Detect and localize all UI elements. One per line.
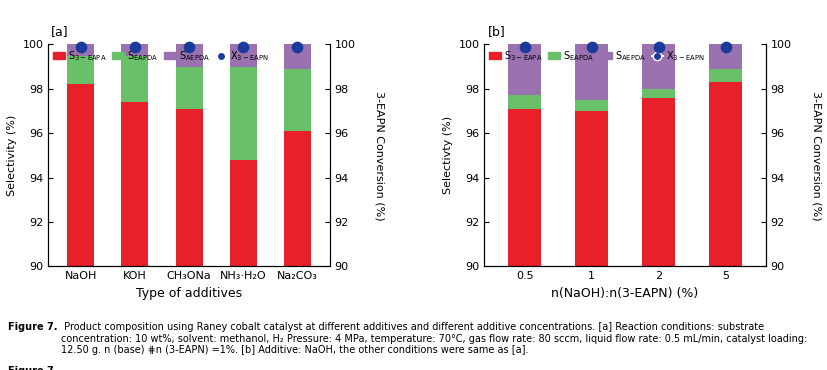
Bar bbox=[574, 100, 608, 111]
Text: [b]: [b] bbox=[487, 25, 505, 38]
Bar bbox=[574, 111, 608, 266]
Point bbox=[74, 44, 88, 50]
Bar bbox=[284, 131, 310, 266]
Legend: $\mathregular{S_{3-EAPA}}$, $\mathregular{S_{EAPDA}}$, $\mathregular{S_{AEPDA}}$: $\mathregular{S_{3-EAPA}}$, $\mathregula… bbox=[53, 49, 269, 63]
Y-axis label: Selectivity (%): Selectivity (%) bbox=[7, 115, 17, 196]
Y-axis label: 3-EAPN Conversion (%): 3-EAPN Conversion (%) bbox=[375, 91, 385, 220]
Point bbox=[518, 44, 531, 50]
Text: Figure 7.: Figure 7. bbox=[8, 366, 58, 370]
Bar bbox=[708, 82, 742, 266]
Bar bbox=[67, 44, 94, 56]
Bar bbox=[507, 95, 541, 109]
Bar bbox=[708, 44, 742, 69]
Point bbox=[718, 44, 731, 50]
Bar bbox=[507, 109, 541, 266]
Point bbox=[182, 44, 195, 50]
Bar bbox=[229, 44, 256, 67]
Bar bbox=[641, 44, 675, 89]
Text: [a]: [a] bbox=[51, 25, 69, 38]
Y-axis label: 3-EAPN Conversion (%): 3-EAPN Conversion (%) bbox=[810, 91, 820, 220]
Point bbox=[128, 44, 141, 50]
Bar bbox=[67, 84, 94, 266]
Bar bbox=[641, 89, 675, 98]
X-axis label: Type of additives: Type of additives bbox=[136, 287, 241, 300]
Text: Figure 7.: Figure 7. bbox=[8, 322, 58, 332]
Bar bbox=[708, 69, 742, 82]
Bar bbox=[284, 69, 310, 131]
Bar bbox=[229, 160, 256, 266]
Point bbox=[290, 44, 304, 50]
Bar bbox=[67, 56, 94, 84]
Bar bbox=[122, 44, 148, 56]
Point bbox=[651, 44, 664, 50]
Bar bbox=[284, 44, 310, 69]
Y-axis label: Selectivty (%): Selectivty (%) bbox=[442, 116, 452, 195]
Bar bbox=[229, 67, 256, 160]
Bar bbox=[507, 44, 541, 95]
Bar bbox=[641, 98, 675, 266]
Bar bbox=[175, 67, 203, 109]
Bar bbox=[574, 44, 608, 100]
Bar bbox=[175, 109, 203, 266]
Text: Product composition using Raney cobalt catalyst at different additives and diffe: Product composition using Raney cobalt c… bbox=[61, 322, 806, 355]
X-axis label: n(NaOH):n(3-EAPN) (%): n(NaOH):n(3-EAPN) (%) bbox=[551, 287, 698, 300]
Bar bbox=[175, 44, 203, 67]
Point bbox=[584, 44, 597, 50]
Bar bbox=[122, 102, 148, 266]
Legend: $\mathregular{S_{3-EAPA}}$, $\mathregular{S_{EAPDA}}$, $\mathregular{S_{AEPDA}}$: $\mathregular{S_{3-EAPA}}$, $\mathregula… bbox=[489, 49, 705, 63]
Point bbox=[237, 44, 250, 50]
Bar bbox=[122, 56, 148, 102]
